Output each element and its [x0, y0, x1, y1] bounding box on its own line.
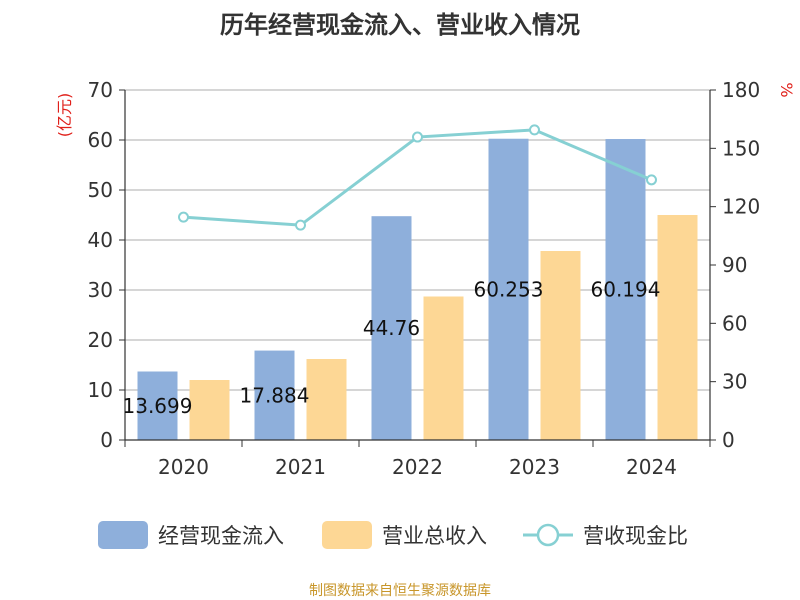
y-right-tick-label: 60 [722, 311, 747, 335]
y-right-ticks: 0 30 60 90 120 150 180 [710, 78, 760, 452]
x-tick-label: 2022 [392, 455, 443, 479]
bars [137, 138, 698, 441]
ratio-line [178, 124, 657, 231]
y-left-tick-label: 10 [88, 378, 113, 402]
x-tick-label: 2024 [626, 455, 677, 479]
y-right-tick-label: 180 [722, 78, 760, 102]
bar-经营现金流入 [137, 371, 178, 440]
line-point [295, 219, 306, 231]
bar-data-label: 17.884 [240, 383, 310, 407]
x-tick-label: 2020 [158, 455, 209, 479]
line-point [178, 211, 189, 223]
legend-label: 营收现金比 [583, 524, 688, 548]
y-left-tick-label: 40 [88, 228, 113, 252]
legend-label: 营业总收入 [382, 524, 487, 548]
line-point [529, 124, 540, 136]
bar-营业总收入 [423, 296, 464, 440]
bar-data-label: 60.253 [474, 277, 544, 301]
bar-营业总收入 [189, 380, 230, 440]
y-right-tick-label: 120 [722, 195, 760, 219]
x-tick-label: 2021 [275, 455, 326, 479]
y-right-tick-label: 90 [722, 253, 747, 277]
bar-营业总收入 [306, 359, 347, 440]
y-left-axis-label: (亿元) [55, 93, 74, 138]
bar-经营现金流入 [488, 138, 529, 441]
legend-swatch-营业总收入 [322, 521, 372, 549]
y-right-axis-label: % [777, 82, 796, 97]
legend: 经营现金流入 营业总收入 营收现金比 [98, 521, 688, 549]
y-left-tick-label: 50 [88, 178, 113, 202]
y-right-tick-label: 0 [722, 428, 735, 452]
axes [124, 90, 711, 441]
legend-swatch-marker [536, 523, 560, 547]
bar-营业总收入 [657, 215, 698, 440]
x-tick-label: 2023 [509, 455, 560, 479]
line-point [646, 174, 657, 186]
bar-data-label: 44.76 [363, 316, 420, 340]
bar-经营现金流入 [605, 139, 646, 440]
y-left-tick-label: 60 [88, 128, 113, 152]
chart-title: 历年经营现金流入、营业收入情况 [220, 11, 580, 39]
y-left-tick-label: 30 [88, 278, 113, 302]
line-point [412, 131, 423, 143]
data-labels: 13.699 17.884 44.76 60.253 60.194 [123, 277, 661, 417]
bar-经营现金流入 [254, 350, 295, 440]
y-right-tick-label: 30 [722, 370, 747, 394]
y-left-ticks: 0 10 20 30 40 50 60 70 [88, 78, 125, 452]
legend-swatch-经营现金流入 [98, 521, 148, 549]
bar-营业总收入 [540, 251, 581, 440]
legend-label: 经营现金流入 [158, 524, 284, 548]
line-营收现金比 [183, 128, 653, 227]
x-ticks: 2020 2021 2022 2023 2024 [124, 440, 711, 479]
source-note: 制图数据来自恒生聚源数据库 [309, 583, 491, 599]
y-left-tick-label: 20 [88, 328, 113, 352]
bar-data-label: 13.699 [123, 394, 193, 418]
bar-经营现金流入 [371, 216, 412, 440]
y-right-tick-label: 150 [722, 136, 760, 160]
bar-data-label: 60.194 [591, 278, 661, 302]
y-left-tick-label: 0 [100, 428, 113, 452]
y-left-tick-label: 70 [88, 78, 113, 102]
